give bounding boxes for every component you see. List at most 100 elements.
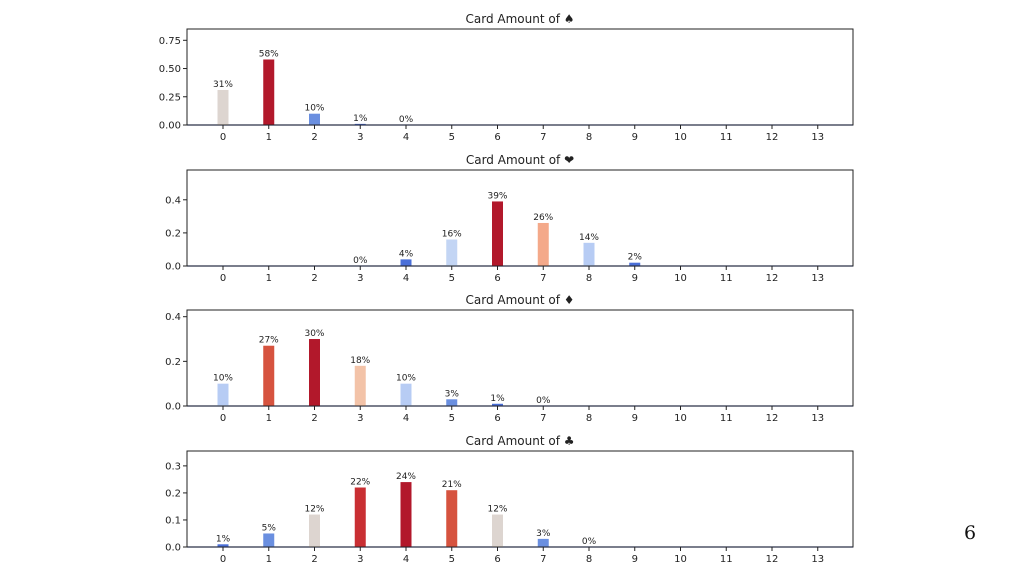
x-tick-label: 4: [403, 554, 409, 565]
data-label: 0%: [399, 115, 414, 125]
x-tick-label: 13: [811, 132, 824, 143]
data-label: 39%: [487, 191, 507, 201]
x-tick-label: 12: [766, 413, 779, 424]
bar: [309, 339, 320, 406]
bar: [400, 482, 412, 547]
axes-frame: [186, 450, 854, 548]
data-label: 2%: [628, 253, 643, 263]
data-label: 58%: [259, 49, 279, 59]
x-tick-label: 0: [220, 273, 226, 284]
bar: [354, 365, 366, 406]
bar: [400, 259, 412, 266]
x-tick-label: 1: [266, 413, 272, 424]
bar: [354, 487, 366, 547]
bar: [492, 514, 503, 547]
data-label: 0%: [582, 537, 597, 547]
bar: [217, 89, 229, 125]
y-tick-label: 0.0: [165, 262, 181, 273]
data-label: 3%: [536, 529, 551, 539]
y-tick-label: 0.50: [159, 64, 181, 75]
x-tick-label: 11: [720, 413, 733, 424]
y-tick-label: 0.2: [165, 488, 181, 499]
x-tick-label: 8: [586, 554, 592, 565]
data-label: 27%: [259, 336, 279, 346]
bar: [309, 113, 320, 125]
x-tick-label: 0: [220, 554, 226, 565]
x-tick-label: 9: [632, 273, 638, 284]
x-tick-label: 6: [494, 132, 500, 143]
x-tick-label: 2: [311, 132, 317, 143]
data-label: 14%: [579, 233, 599, 243]
x-tick-label: 4: [403, 273, 409, 284]
data-label: 12%: [487, 505, 507, 515]
x-tick-label: 13: [811, 554, 824, 565]
axes-frame: [186, 28, 854, 126]
x-tick-label: 9: [632, 554, 638, 565]
chart-panel-0: Card Amount of ♠ 31% 58% 10% 1% 0% 0.00 0.25 0.5…: [159, 12, 854, 143]
bar: [446, 490, 458, 547]
bar: [583, 242, 595, 266]
data-label: 0%: [353, 256, 368, 266]
chart-title: Card Amount of ♣: [466, 434, 575, 448]
x-tick-label: 12: [766, 273, 779, 284]
x-tick-label: 5: [449, 413, 455, 424]
bar: [446, 239, 458, 266]
chart-panel-1: Card Amount of ❤ 0% 4% 16% 39% 26% 14% 2% 0.0 0.2…: [165, 153, 854, 284]
x-tick-label: 6: [494, 413, 500, 424]
bar: [446, 399, 458, 406]
data-label: 1%: [490, 394, 505, 404]
bar: [492, 403, 503, 406]
x-tick-label: 4: [403, 413, 409, 424]
axes-frame: [186, 169, 854, 267]
x-tick-label: 5: [449, 554, 455, 565]
x-tick-label: 4: [403, 132, 409, 143]
x-tick-label: 6: [494, 554, 500, 565]
data-label: 21%: [442, 480, 462, 490]
x-tick-label: 1: [266, 273, 272, 284]
x-tick-label: 0: [220, 413, 226, 424]
data-label: 26%: [533, 213, 553, 223]
bar: [263, 533, 275, 547]
x-tick-label: 12: [766, 554, 779, 565]
data-label: 16%: [442, 230, 462, 240]
x-tick-label: 10: [674, 554, 687, 565]
x-tick-label: 11: [720, 132, 733, 143]
bar: [309, 514, 320, 547]
y-tick-label: 0.0: [165, 402, 181, 413]
data-label: 3%: [445, 389, 460, 399]
x-tick-label: 13: [811, 413, 824, 424]
x-tick-label: 7: [540, 273, 546, 284]
chart-panel-3: Card Amount of ♣ 1% 5% 12% 22% 24% 21% 12% 3% 0% 0…: [165, 434, 854, 565]
x-tick-label: 6: [494, 273, 500, 284]
y-tick-label: 0.25: [159, 92, 181, 103]
data-label: 10%: [213, 374, 233, 384]
chart-title: Card Amount of ♦: [466, 293, 575, 307]
data-label: 10%: [304, 104, 324, 114]
data-label: 18%: [350, 356, 370, 366]
x-tick-label: 10: [674, 273, 687, 284]
x-tick-label: 1: [266, 554, 272, 565]
data-label: 22%: [350, 478, 370, 488]
x-tick-label: 7: [540, 132, 546, 143]
x-tick-label: 2: [311, 413, 317, 424]
data-label: 1%: [216, 534, 231, 544]
x-tick-label: 9: [632, 413, 638, 424]
x-tick-label: 10: [674, 413, 687, 424]
data-label: 10%: [396, 374, 416, 384]
chart-panel-2: Card Amount of ♦ 10% 27% 30% 18% 10% 3% 1% 0% 0.0…: [165, 293, 854, 424]
data-label: 30%: [304, 329, 324, 339]
bar: [263, 59, 275, 125]
bar: [217, 383, 229, 406]
x-tick-label: 11: [720, 554, 733, 565]
chart-title: Card Amount of ♠: [466, 12, 575, 26]
x-tick-label: 5: [449, 132, 455, 143]
data-label: 0%: [536, 396, 551, 406]
bar: [492, 201, 503, 266]
x-tick-label: 11: [720, 273, 733, 284]
axes-frame: [186, 309, 854, 407]
data-label: 24%: [396, 472, 416, 482]
data-label: 1%: [353, 114, 368, 124]
x-tick-label: 7: [540, 554, 546, 565]
bar: [263, 345, 275, 406]
